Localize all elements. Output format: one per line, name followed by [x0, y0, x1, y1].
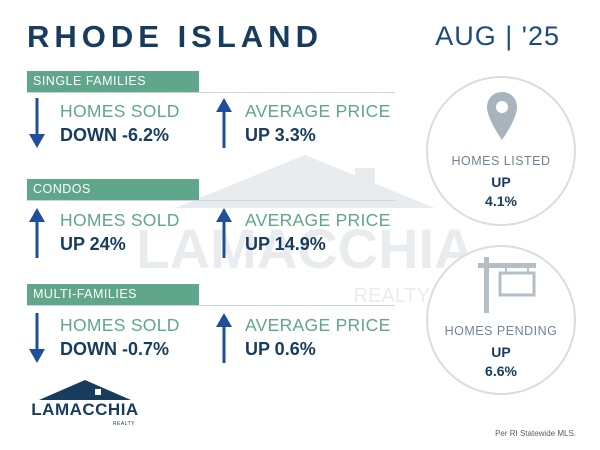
multi-families-average-price: AVERAGE PRICE UP 0.6%: [245, 315, 391, 360]
single-families-homes-sold: HOMES SOLD DOWN -6.2%: [60, 101, 180, 146]
stat-value: UP 3.3%: [245, 125, 316, 145]
stat-label: AVERAGE PRICE: [245, 315, 391, 335]
company-logo: LAMACCHIA REALTY: [31, 378, 139, 434]
source-note: Per RI Statewide MLS.: [495, 429, 576, 438]
section-divider: [27, 200, 395, 201]
watermark-logo: LAMACCHIA REALTY: [135, 150, 475, 310]
stat-value: DOWN -0.7%: [60, 339, 170, 359]
sign-post-icon: [476, 255, 538, 313]
stat-label: HOMES SOLD: [60, 210, 180, 230]
section-divider: [27, 305, 395, 306]
logo-sub: REALTY: [112, 421, 135, 427]
section-header-multi-families: MULTI-FAMILIES: [27, 284, 199, 305]
house-roof-icon: [39, 380, 131, 400]
stat-label: AVERAGE PRICE: [245, 101, 391, 121]
stat-value: UP 14.9%: [245, 234, 326, 254]
homes-pending-circle: HOMES PENDING UP 6.6%: [426, 245, 576, 395]
section-divider: [27, 92, 395, 93]
svg-text:REALTY: REALTY: [354, 285, 430, 307]
homes-pending-label: HOMES PENDING: [444, 324, 558, 338]
homes-listed-label: HOMES LISTED: [451, 154, 551, 168]
section-header-single-families: SINGLE FAMILIES: [27, 71, 199, 92]
arrow-up-icon: [28, 208, 46, 258]
homes-listed-circle: HOMES LISTED UP 4.1%: [426, 76, 576, 226]
arrow-up-icon: [215, 98, 233, 148]
single-families-average-price: AVERAGE PRICE UP 3.3%: [245, 101, 391, 146]
stat-label: AVERAGE PRICE: [245, 210, 391, 230]
condos-homes-sold: HOMES SOLD UP 24%: [60, 210, 180, 255]
svg-text:LAMACCHIA: LAMACCHIA: [140, 217, 470, 280]
homes-pending-value: 6.6%: [485, 363, 517, 379]
homes-listed-value: 4.1%: [485, 193, 517, 209]
homes-pending-direction: UP: [491, 344, 511, 360]
map-pin-icon: [485, 90, 519, 142]
homes-listed-direction: UP: [491, 174, 511, 190]
logo-name: LAMACCHIA: [31, 400, 139, 419]
arrow-up-icon: [215, 208, 233, 258]
section-header-condos: CONDOS: [27, 179, 199, 200]
report-period: AUG | '25: [435, 21, 560, 51]
multi-families-homes-sold: HOMES SOLD DOWN -0.7%: [60, 315, 180, 360]
stat-label: HOMES SOLD: [60, 101, 180, 121]
stat-value: UP 24%: [60, 234, 126, 254]
condos-average-price: AVERAGE PRICE UP 14.9%: [245, 210, 391, 255]
stat-value: UP 0.6%: [245, 339, 316, 359]
arrow-down-icon: [28, 98, 46, 148]
arrow-up-icon: [215, 313, 233, 363]
page-title: RHODE ISLAND: [27, 19, 323, 54]
stat-value: DOWN -6.2%: [60, 125, 170, 145]
arrow-down-icon: [28, 313, 46, 363]
stat-label: HOMES SOLD: [60, 315, 180, 335]
